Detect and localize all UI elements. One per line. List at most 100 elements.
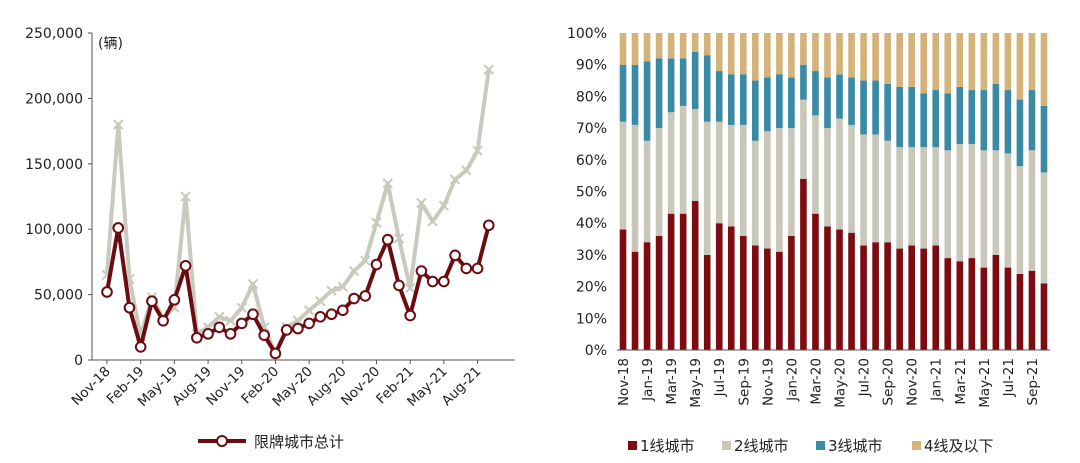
bar-segment <box>992 150 1000 255</box>
x-tick-label: Nov-19 <box>760 358 776 406</box>
bar-segment <box>884 140 891 243</box>
bar-segment <box>631 64 639 125</box>
bar-segment <box>896 86 903 148</box>
x-tick-label: Nov-18 <box>616 358 632 406</box>
legend-label: 1线城市 <box>640 437 695 455</box>
bar-segment <box>992 83 1000 151</box>
bar-segment <box>619 121 627 230</box>
data-point <box>123 301 136 314</box>
bar-segment <box>788 77 795 129</box>
bar-segment <box>908 86 915 148</box>
data-point <box>438 275 450 288</box>
bar-segment <box>631 33 639 65</box>
bar-segment <box>1028 150 1036 271</box>
bar-segment <box>836 118 843 230</box>
legend-marker <box>216 435 228 447</box>
bar-segment <box>752 80 759 141</box>
bar-segment <box>884 33 891 84</box>
data-point <box>483 64 494 75</box>
bar-segment <box>848 124 855 233</box>
y-tick-label: 250,000 <box>25 26 83 42</box>
bar-segment <box>812 33 819 72</box>
data-point <box>112 222 125 234</box>
bar-segment <box>776 33 783 75</box>
bar-segment <box>932 33 940 91</box>
data-point <box>180 191 191 202</box>
bar-segment <box>944 33 952 94</box>
bar-segment <box>872 242 879 350</box>
bar-segment <box>703 33 711 56</box>
right-stacked-bar-chart: 0% 10% 20% 30% 40% 50% 60% 70% 80% 90% 100% Nov-18 J… <box>567 26 1050 455</box>
data-point <box>472 145 483 156</box>
bar-segment <box>764 77 771 132</box>
bar-segment <box>788 235 795 350</box>
bar-segment <box>860 245 867 350</box>
bar-segment <box>860 134 867 246</box>
data-point <box>235 317 248 330</box>
bar-segment <box>884 242 891 350</box>
x-tick-label: Sep-21 <box>1025 358 1041 406</box>
data-point <box>449 174 461 185</box>
bar-segment <box>860 80 867 135</box>
data-point <box>360 255 371 266</box>
data-point <box>213 321 226 334</box>
bar-segment <box>860 33 867 81</box>
x-tick-label: Jan-19 <box>640 358 656 402</box>
bar-segment <box>691 201 699 350</box>
legend-label: 限牌城市总计 <box>254 433 344 451</box>
bar-segment <box>764 248 771 350</box>
data-point <box>314 311 327 323</box>
bar-segment <box>824 77 831 129</box>
y-tick-label: 100% <box>567 26 607 42</box>
data-point <box>113 119 124 130</box>
x-tick-label: Sep-19 <box>736 358 752 406</box>
data-point <box>315 295 326 307</box>
bar-segment <box>1028 90 1036 151</box>
y-tick-label: 70% <box>576 121 607 137</box>
data-point <box>382 178 393 189</box>
data-point <box>326 285 337 296</box>
data-point <box>337 281 349 292</box>
bar-segment <box>968 258 976 350</box>
bar-segment <box>944 93 952 151</box>
bar-segment <box>872 134 879 243</box>
y-tick-label: 30% <box>576 248 607 264</box>
data-point <box>415 265 428 277</box>
bar-segment <box>739 74 747 125</box>
y-tick-label: 20% <box>576 280 607 296</box>
bar-segment <box>1040 283 1048 350</box>
bar-segment <box>932 245 940 350</box>
bar-segment <box>824 33 831 78</box>
x-tick-label: Jul-21 <box>1001 358 1017 397</box>
bar-segment <box>896 147 903 249</box>
bar-segment <box>679 33 687 59</box>
bar-segment <box>932 90 940 148</box>
bar-segment <box>1040 33 1048 106</box>
bar-segment <box>727 74 735 125</box>
x-tick-label: May-21 <box>977 358 993 408</box>
y-tick-label: 50% <box>576 185 607 201</box>
bar-segment <box>631 124 639 252</box>
bar-segment <box>800 99 807 179</box>
bar-segment <box>800 178 807 350</box>
bar-segment <box>920 93 928 148</box>
data-point <box>370 258 383 271</box>
data-point <box>269 347 282 360</box>
bar-segment <box>920 248 928 350</box>
x-tick-label: Jul-20 <box>857 358 873 397</box>
bar-segment <box>968 33 976 91</box>
data-point <box>325 308 338 321</box>
data-point <box>247 308 259 321</box>
bar-segment <box>703 121 711 255</box>
bar-segment <box>1028 270 1036 350</box>
data-point <box>225 315 236 326</box>
legend-swatch <box>912 441 921 450</box>
bar-segment <box>956 261 964 350</box>
y-tick-label: 10% <box>576 311 607 327</box>
bar-segment <box>824 226 831 350</box>
data-point <box>460 262 473 275</box>
x-tick-label: Mar-21 <box>953 358 969 405</box>
bar-segment <box>848 232 855 350</box>
bar-segment <box>776 128 783 252</box>
